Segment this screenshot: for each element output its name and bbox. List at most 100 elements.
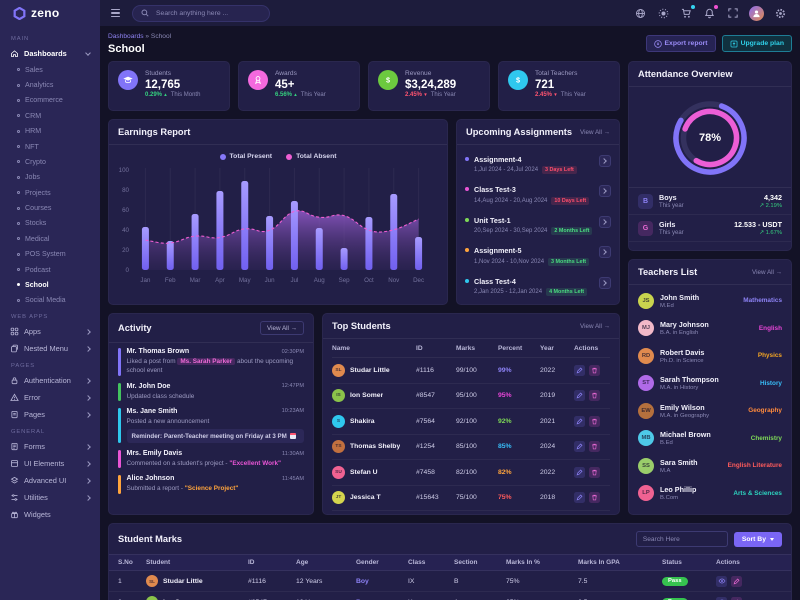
- teacher-degree: B.Com: [660, 495, 679, 502]
- delete-button[interactable]: [589, 466, 600, 478]
- view-button[interactable]: [716, 575, 727, 587]
- pencil-icon: [576, 469, 583, 476]
- sidebar-item-forms[interactable]: Forms: [0, 438, 100, 455]
- logo-text: zeno: [31, 6, 60, 20]
- stat-value: 721: [535, 78, 555, 91]
- top-students-view-all-link[interactable]: View All →: [580, 322, 610, 330]
- sidebar-child-item[interactable]: Courses: [0, 200, 100, 215]
- sidebar-item-advanced-ui[interactable]: Advanced UI: [0, 472, 100, 489]
- svg-text:Feb: Feb: [165, 277, 176, 284]
- sidebar-item-label: Widgets: [24, 510, 51, 519]
- topbar: zeno: [0, 0, 800, 26]
- edit-button[interactable]: [574, 390, 585, 402]
- export-report-button[interactable]: Export report: [645, 35, 716, 52]
- student-id: #8547: [416, 392, 435, 400]
- upgrade-plan-button[interactable]: Upgrade plan: [721, 35, 792, 52]
- sidebar-child-item[interactable]: School: [0, 277, 100, 292]
- stat-period: This Year: [300, 91, 326, 98]
- notifications-icon[interactable]: [703, 4, 718, 20]
- sidebar-child-item[interactable]: Projects: [0, 185, 100, 200]
- view-button[interactable]: [716, 596, 727, 600]
- theme-toggle-icon[interactable]: [657, 7, 670, 20]
- sidebar-item-ui-elements[interactable]: UI Elements: [0, 455, 100, 472]
- student-marks-search-input[interactable]: [635, 531, 728, 547]
- breadcrumb-current: School: [150, 33, 172, 40]
- earnings-title: Earnings Report: [118, 127, 191, 137]
- user-avatar[interactable]: [749, 5, 764, 21]
- brand-logo[interactable]: zeno: [0, 0, 100, 26]
- sidebar-child-item[interactable]: NFT: [0, 139, 100, 154]
- table-row: 1 SL Studar Little #1116 12 Years Boy IX…: [109, 571, 791, 592]
- chevron-right-icon: [601, 249, 607, 255]
- sidebar-child-item[interactable]: HRM: [0, 124, 100, 139]
- assignment-open-button[interactable]: [599, 246, 611, 258]
- sidebar-section-general: GENERAL: [11, 429, 46, 435]
- attendance-rows: B Boys This year 4,342 2.19%: [629, 187, 791, 242]
- avatar: IS: [146, 596, 158, 600]
- sidebar-item-nested-menu[interactable]: Nested Menu: [0, 340, 100, 357]
- sidebar-child-item[interactable]: Analytics: [0, 77, 100, 92]
- sidebar-item-dashboards[interactable]: Dashboards: [0, 45, 100, 62]
- assignment-item: Class Test-4 2,Jan 2025 - 12,Jan 2024 4 …: [465, 271, 611, 302]
- sidebar-child-item[interactable]: Ecommerce: [0, 93, 100, 108]
- sidebar-child-label: Courses: [25, 204, 52, 213]
- edit-button[interactable]: [731, 575, 742, 587]
- sidebar-item-utilities[interactable]: Utilities: [0, 489, 100, 506]
- edit-button[interactable]: [731, 596, 742, 600]
- row-number: 2: [118, 599, 146, 600]
- delete-button[interactable]: [589, 441, 600, 453]
- edit-button[interactable]: [574, 466, 585, 478]
- sidebar-child-label: POS System: [25, 250, 66, 259]
- sidebar-child-item[interactable]: CRM: [0, 108, 100, 123]
- assignment-open-button[interactable]: [599, 154, 611, 167]
- sidebar-item-error[interactable]: Error: [0, 389, 100, 406]
- activity-mention-tag[interactable]: Ms. Sarah Parker: [177, 358, 236, 365]
- bullet-icon: [17, 252, 20, 256]
- activity-view-all-button[interactable]: View All →: [260, 321, 304, 335]
- menu-toggle-icon[interactable]: [111, 9, 120, 17]
- sort-by-button[interactable]: Sort By: [733, 531, 782, 547]
- sidebar-child-item[interactable]: Podcast: [0, 262, 100, 277]
- delete-button[interactable]: [589, 492, 600, 504]
- legend-total-present[interactable]: Total Present: [219, 153, 272, 160]
- sidebar-child-item[interactable]: Crypto: [0, 154, 100, 169]
- sidebar-item-widgets[interactable]: Widgets: [0, 506, 100, 523]
- sidebar-child-item[interactable]: POS System: [0, 247, 100, 262]
- avatar: JT: [332, 491, 345, 505]
- assignment-open-button[interactable]: [599, 185, 611, 197]
- sidebar-item-authentication[interactable]: Authentication: [0, 372, 100, 389]
- student-gender: Boy: [356, 599, 408, 600]
- sidebar-child-item[interactable]: Jobs: [0, 170, 100, 185]
- sidebar-child-item[interactable]: Stocks: [0, 216, 100, 231]
- breadcrumb-dashboards-link[interactable]: Dashboards: [108, 33, 144, 40]
- language-icon[interactable]: [634, 7, 647, 20]
- activity-time: 12:47PM: [281, 383, 304, 390]
- delete-button[interactable]: [589, 390, 600, 402]
- sidebar-item-pages[interactable]: Pages: [0, 406, 100, 423]
- teachers-view-all-link[interactable]: View All →: [752, 268, 782, 276]
- assignments-view-all-link[interactable]: View All →: [580, 128, 610, 136]
- settings-gear-icon[interactable]: [774, 7, 787, 20]
- sidebar-child-item[interactable]: Social Media: [0, 293, 100, 308]
- stat-change: 2.45%: [535, 92, 558, 98]
- activity-title: Activity: [118, 323, 152, 333]
- assignment-open-button[interactable]: [599, 215, 611, 228]
- edit-button[interactable]: [574, 441, 585, 453]
- assignment-open-button[interactable]: [599, 276, 611, 289]
- student-marks-header-row: S.No Student ID Age Gender Class Section…: [109, 554, 791, 571]
- activity-time: 02:30PM: [281, 348, 304, 355]
- search-input[interactable]: [154, 8, 261, 18]
- fullscreen-icon[interactable]: [726, 7, 739, 20]
- sidebar-item-apps[interactable]: Apps: [0, 323, 100, 340]
- delete-button[interactable]: [589, 364, 600, 376]
- teacher-degree: B.A. in English: [660, 330, 699, 337]
- activity-user-name: Ms. Jane Smith: [126, 407, 178, 415]
- edit-button[interactable]: [574, 364, 585, 376]
- edit-button[interactable]: [574, 415, 585, 427]
- cart-icon[interactable]: [680, 4, 695, 20]
- delete-button[interactable]: [589, 415, 600, 427]
- sidebar-child-item[interactable]: Medical: [0, 231, 100, 246]
- sidebar-child-item[interactable]: Sales: [0, 62, 100, 77]
- edit-button[interactable]: [574, 492, 585, 504]
- legend-total-absent[interactable]: Total Absent: [286, 153, 336, 160]
